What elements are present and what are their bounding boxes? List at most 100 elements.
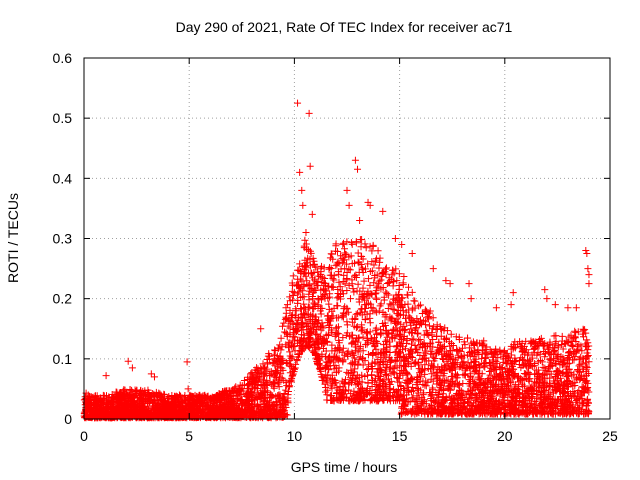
- data-point: [568, 341, 576, 349]
- data-point: [343, 260, 351, 268]
- data-point: [386, 300, 394, 308]
- data-points: [80, 99, 593, 422]
- data-point: [341, 280, 349, 288]
- data-point: [385, 291, 393, 299]
- data-point: [533, 375, 541, 383]
- data-point: [367, 300, 375, 308]
- data-point: [312, 313, 320, 321]
- data-point: [290, 288, 298, 296]
- data-point: [377, 276, 385, 284]
- data-point: [387, 377, 395, 385]
- data-point: [428, 370, 436, 378]
- data-point: [250, 396, 258, 404]
- data-point: [347, 360, 355, 368]
- data-point: [432, 325, 440, 333]
- data-point: [325, 282, 333, 290]
- data-point: [310, 299, 318, 307]
- data-point: [326, 254, 334, 262]
- data-point: [360, 277, 368, 285]
- data-point: [333, 302, 341, 310]
- data-point: [355, 356, 363, 364]
- data-point: [348, 240, 356, 248]
- data-point: [400, 273, 408, 281]
- data-point: [522, 387, 530, 395]
- data-point: [396, 369, 404, 377]
- data-point: [386, 379, 394, 387]
- data-point: [515, 360, 523, 368]
- data-point: [427, 339, 435, 347]
- data-point: [359, 255, 367, 263]
- data-point: [373, 308, 381, 316]
- data-point: [292, 307, 300, 315]
- data-point: [421, 370, 429, 378]
- data-point: [433, 321, 441, 329]
- data-point: [340, 245, 348, 253]
- data-point: [425, 322, 433, 330]
- data-point: [370, 261, 378, 269]
- chart-title: Day 290 of 2021, Rate Of TEC Index for r…: [176, 19, 513, 35]
- data-point: [286, 306, 294, 314]
- data-point: [452, 374, 460, 382]
- data-point: [347, 239, 355, 247]
- data-point: [518, 355, 526, 363]
- data-point: [412, 324, 420, 332]
- data-point: [366, 242, 374, 250]
- data-point: [542, 405, 550, 413]
- data-point: [282, 329, 290, 337]
- data-point: [289, 272, 297, 280]
- data-point: [364, 351, 372, 359]
- data-point: [365, 275, 373, 283]
- data-point: [447, 330, 455, 338]
- data-point: [552, 332, 560, 340]
- data-point: [364, 260, 372, 268]
- data-point: [354, 249, 362, 257]
- data-point: [538, 407, 546, 415]
- data-point: [441, 335, 449, 343]
- data-point: [359, 269, 367, 277]
- data-point: [382, 264, 390, 272]
- data-point: [393, 342, 401, 350]
- data-point: [366, 328, 374, 336]
- data-point: [369, 241, 377, 249]
- data-point: [341, 351, 349, 359]
- data-point: [422, 382, 430, 390]
- data-point: [357, 327, 365, 335]
- data-point: [354, 280, 362, 288]
- data-point: [383, 290, 391, 298]
- data-point: [339, 383, 347, 391]
- data-point: [333, 294, 341, 302]
- data-point: [390, 295, 398, 303]
- data-point: [305, 342, 313, 350]
- data-point: [362, 265, 370, 273]
- data-point: [394, 306, 402, 314]
- data-point: [354, 258, 362, 266]
- data-point: [413, 330, 421, 338]
- data-point: [554, 351, 562, 359]
- data-point: [347, 390, 355, 398]
- data-point: [513, 374, 521, 382]
- data-point: [283, 301, 291, 309]
- data-point: [446, 385, 454, 393]
- data-point: [318, 373, 326, 381]
- data-point: [546, 381, 554, 389]
- data-point: [280, 389, 288, 397]
- data-point: [294, 275, 302, 283]
- data-point: [379, 378, 387, 386]
- data-point: [395, 270, 403, 278]
- data-point: [455, 335, 463, 343]
- data-point: [368, 247, 376, 255]
- data-point: [299, 287, 307, 295]
- data-point: [402, 345, 410, 353]
- data-point: [350, 288, 358, 296]
- data-point: [339, 290, 347, 298]
- data-point: [324, 294, 332, 302]
- data-point: [359, 333, 367, 341]
- data-point: [261, 369, 269, 377]
- data-point: [362, 244, 370, 252]
- data-point: [293, 357, 301, 365]
- data-point: [576, 368, 584, 376]
- data-point: [305, 315, 313, 323]
- data-point: [416, 336, 424, 344]
- data-point: [477, 375, 485, 383]
